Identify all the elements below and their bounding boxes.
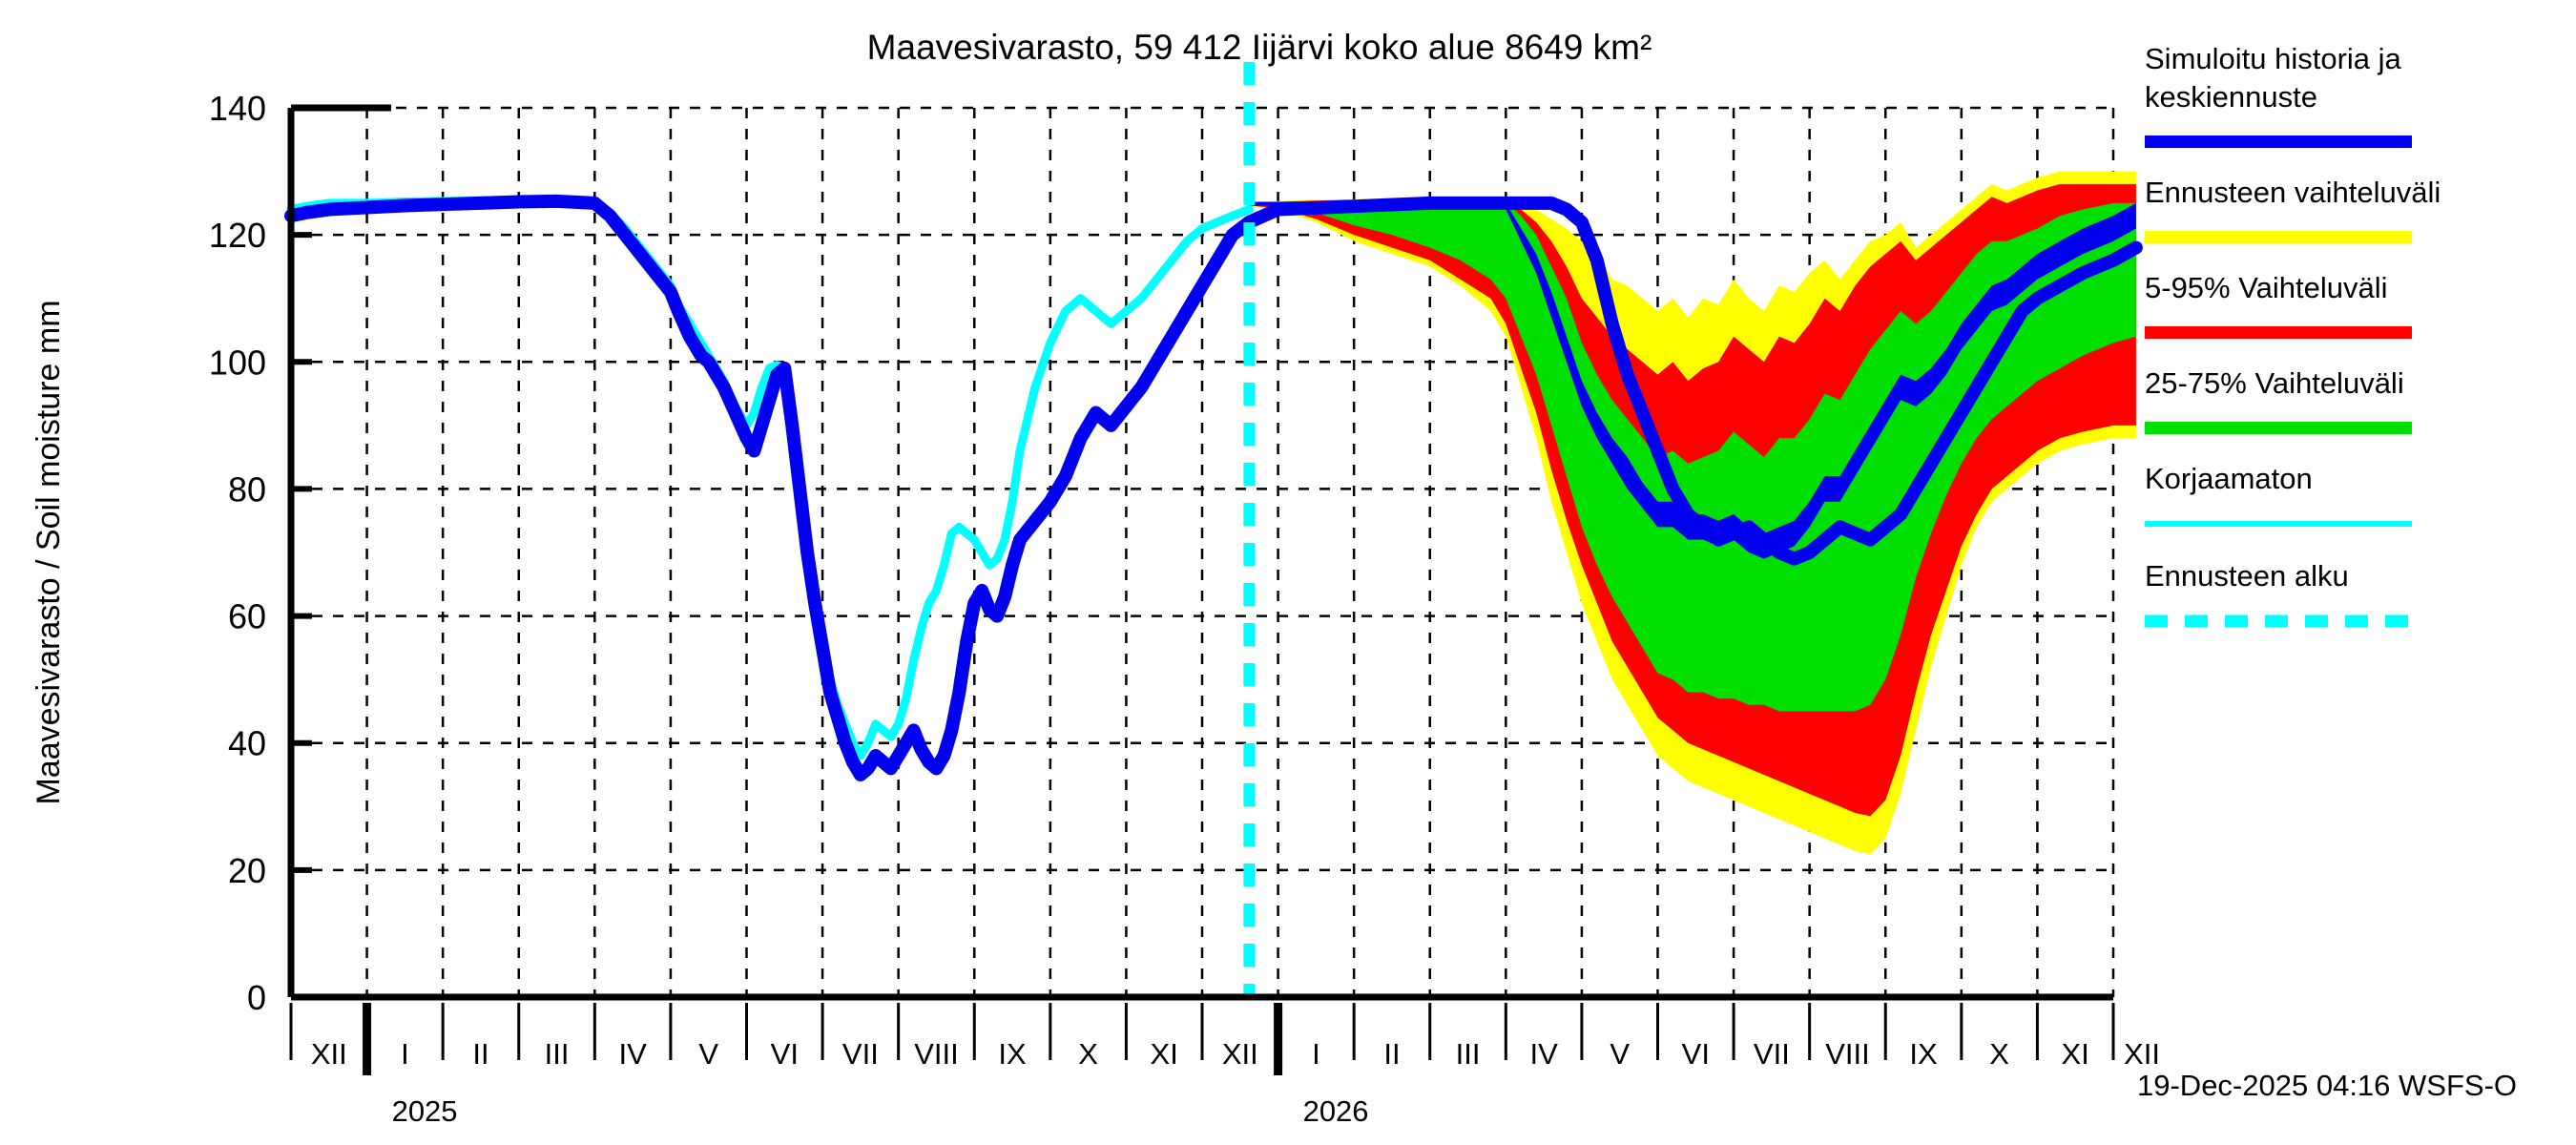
x-axis-month-label-15: III — [1456, 1037, 1481, 1071]
y-axis-tick-label-20: 20 — [228, 851, 266, 890]
x-axis-month-label-22: X — [1989, 1037, 2009, 1071]
legend-swatch-4 — [2145, 521, 2412, 527]
legend-label-5: Ennusteen alku — [2145, 559, 2349, 593]
x-axis-month-label-23: XI — [2062, 1037, 2089, 1071]
x-axis-month-label-16: IV — [1529, 1037, 1558, 1071]
x-axis-month-label-4: IV — [618, 1037, 647, 1071]
x-axis-month-label-9: IX — [998, 1037, 1027, 1071]
y-axis-tick-label-80: 80 — [228, 469, 266, 509]
x-axis-month-label-3: III — [545, 1037, 570, 1071]
legend-label-3: 25-75% Vaihteluväli — [2145, 366, 2404, 400]
legend-swatch-0 — [2145, 135, 2412, 148]
x-axis-month-label-10: X — [1078, 1037, 1098, 1071]
forecast-band-25-75-vaihteluv-li — [1249, 199, 2136, 712]
x-axis-month-label-8: VIII — [914, 1037, 959, 1071]
y-axis-tick-label-40: 40 — [228, 724, 266, 763]
x-axis-month-label-11: XI — [1151, 1037, 1178, 1071]
x-axis-year-label-2026: 2026 — [1303, 1094, 1369, 1128]
y-axis-tick-label-140: 140 — [209, 89, 266, 128]
chart-title: Maavesivarasto, 59 412 Iijärvi koko alue… — [867, 28, 1652, 67]
y-axis-tick-label-100: 100 — [209, 343, 266, 382]
x-axis-month-label-5: V — [698, 1037, 718, 1071]
x-axis-month-label-20: VIII — [1825, 1037, 1870, 1071]
legend-label-1: Ennusteen vaihteluväli — [2145, 176, 2441, 209]
legend-label-0: Simuloitu historia ja — [2145, 42, 2402, 75]
legend-swatch-1 — [2145, 231, 2412, 243]
legend-label-2: 5-95% Vaihteluväli — [2145, 271, 2387, 304]
x-axis-month-label-0: XII — [311, 1037, 347, 1071]
x-axis-month-label-12: XII — [1222, 1037, 1258, 1071]
x-axis-month-label-6: VI — [771, 1037, 799, 1071]
x-axis-month-label-1: I — [401, 1037, 409, 1071]
legend-label-4: Korjaamaton — [2145, 462, 2313, 495]
y-axis-title: Maavesivarasto / Soil moisture mm — [31, 300, 67, 804]
x-axis-month-label-2: II — [472, 1037, 488, 1071]
legend-swatch-2 — [2145, 326, 2412, 339]
x-axis-month-label-13: I — [1312, 1037, 1320, 1071]
x-axis-month-label-7: VII — [842, 1037, 879, 1071]
x-axis-month-label-21: IX — [1909, 1037, 1938, 1071]
series-line-keskiennuste — [284, 194, 2143, 781]
timestamp-label: 19-Dec-2025 04:16 WSFS-O — [2137, 1069, 2517, 1102]
y-axis-tick-label-120: 120 — [209, 216, 266, 255]
series-line-korjaamaton — [286, 196, 1254, 760]
legend-label-0: keskiennuste — [2145, 80, 2317, 114]
y-axis-tick-label-0: 0 — [247, 978, 266, 1017]
x-axis-month-label-17: V — [1610, 1037, 1630, 1071]
x-axis-month-label-14: II — [1383, 1037, 1400, 1071]
y-axis-tick-label-60: 60 — [228, 597, 266, 636]
x-axis-year-label-2025: 2025 — [392, 1094, 458, 1128]
x-axis-month-label-24: XII — [2124, 1037, 2160, 1071]
legend-swatch-3 — [2145, 422, 2412, 434]
x-axis-month-label-18: VI — [1682, 1037, 1710, 1071]
x-axis-month-label-19: VII — [1754, 1037, 1790, 1071]
